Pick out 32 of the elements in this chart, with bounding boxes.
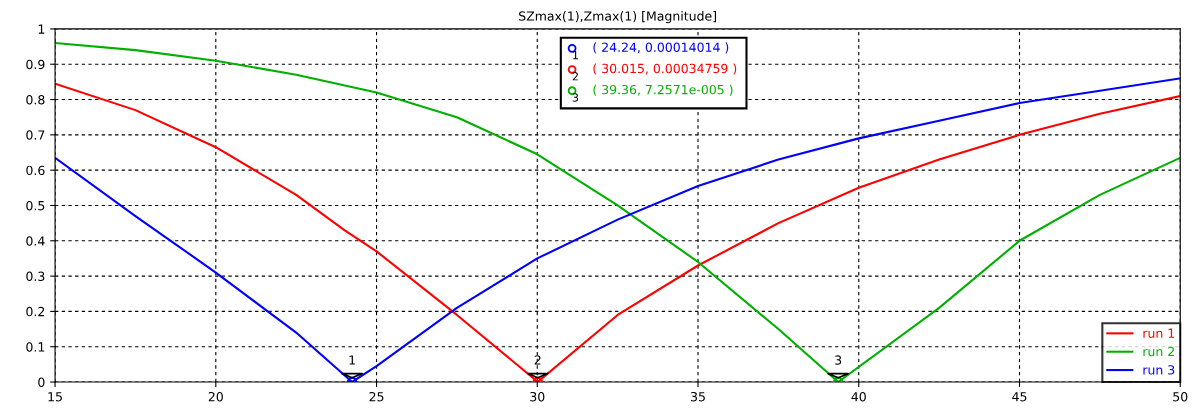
y-tick-label: 0.3 [26, 271, 45, 282]
x-tick-label: 15 [48, 392, 62, 402]
x-tick-label: 20 [208, 391, 223, 402]
x-tick-label: 30 [530, 391, 545, 402]
y-tick-label: 0.7 [26, 130, 45, 140]
annotation: ( 30.015, 0.00034759 ) [593, 63, 737, 75]
annotation: 2 [534, 355, 541, 365]
y-tick-label: 0.5 [26, 200, 45, 211]
annotation: ( 24.24, 0.00014014 ) [593, 42, 729, 54]
y-tick-label: 0.8 [26, 95, 45, 105]
y-tick-label: 0.6 [26, 165, 45, 176]
x-tick-label: 25 [369, 391, 384, 402]
legend-label: run 3 [1143, 365, 1175, 375]
x-tick-label: 40 [851, 391, 866, 402]
annotation: 3 [835, 355, 842, 365]
x-tick-label: 35 [691, 391, 705, 402]
y-tick-label: 0.9 [26, 59, 45, 70]
text: 1 [573, 51, 578, 60]
text: 3 [572, 93, 579, 102]
x-tick-label: 45 [1012, 392, 1027, 402]
legend-label: run 1 [1143, 328, 1175, 338]
annotation: ( 39.36, 7.2571e-005 ) [593, 84, 733, 96]
chart-title: SZmax(1),Zmax(1) [Magnitude] [519, 11, 717, 24]
y-tick-label: 0.2 [26, 306, 45, 317]
y-tick-label: 0.1 [26, 342, 45, 352]
legend-label: run 2 [1143, 346, 1174, 357]
y-tick-label: 0 [38, 377, 45, 387]
x-tick-label: 50 [1173, 391, 1188, 402]
y-tick-label: 0.4 [26, 236, 45, 246]
y-tick-label: 1 [38, 24, 45, 34]
text: 2 [572, 72, 578, 81]
annotation: 1 [349, 355, 355, 365]
